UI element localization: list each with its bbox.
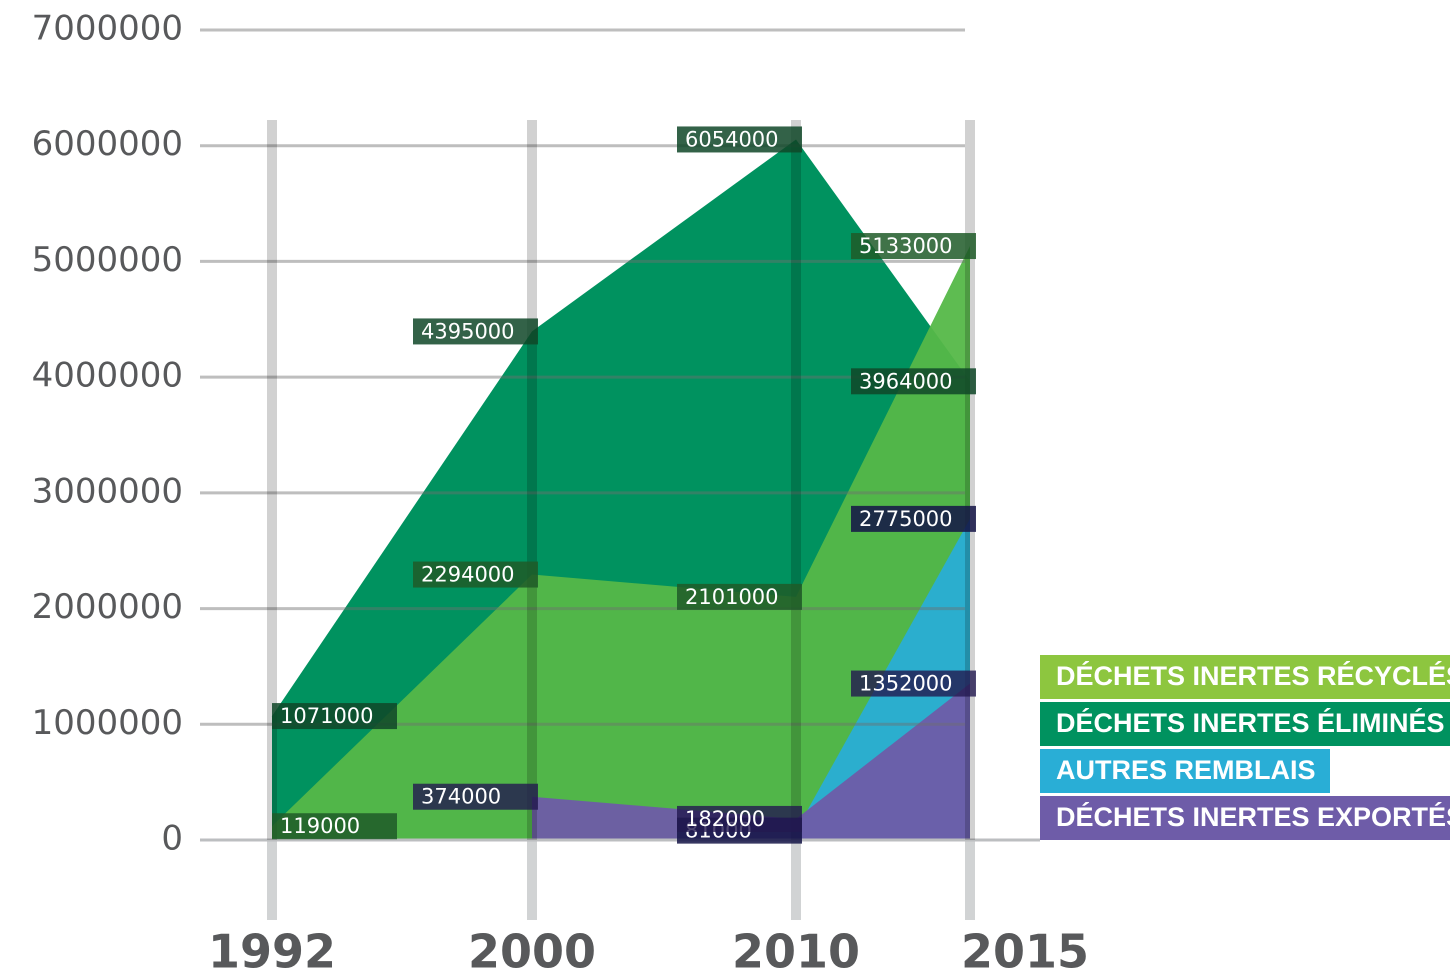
area (532, 683, 970, 840)
value-label: 1352000 (859, 672, 953, 696)
value-label-bg (851, 233, 976, 260)
legend-label: AUTRES REMBLAIS (1056, 755, 1316, 785)
x-tick-label: 2010 (732, 925, 860, 979)
value-label-bg (272, 703, 397, 730)
y-tick-label: 6000000 (32, 124, 183, 164)
value-label-bg (851, 670, 976, 697)
value-label: 182000 (685, 807, 765, 831)
value-label: 119000 (280, 814, 360, 838)
value-label-bg (677, 126, 802, 153)
legend-swatch (1040, 749, 1330, 793)
y-tick-label: 2000000 (32, 587, 183, 627)
value-label-bg (677, 805, 802, 832)
value-label: 2294000 (421, 563, 515, 587)
year-post (527, 840, 537, 920)
value-label-bg (413, 783, 538, 810)
value-label-bg (413, 561, 538, 588)
x-tick-label: 1992 (208, 925, 336, 979)
value-label-bg (413, 318, 538, 345)
y-tick-label: 4000000 (32, 356, 183, 396)
legend-label: DÉCHETS INERTES EXPORTÉS (1056, 801, 1450, 832)
legend-label: DÉCHETS INERTES ÉLIMINÉS (1056, 707, 1445, 738)
x-tick-label: 2000 (468, 925, 596, 979)
legend-swatch (1040, 702, 1450, 746)
value-label: 4395000 (421, 319, 515, 343)
value-label: 374000 (421, 785, 501, 809)
y-tick-label: 1000000 (32, 703, 183, 743)
value-label-bg (851, 505, 976, 532)
value-label-bg (851, 368, 976, 395)
value-label-bg (272, 813, 397, 840)
x-tick-label: 2015 (961, 925, 1089, 979)
value-label-bg (677, 583, 802, 610)
value-label: 5133000 (859, 234, 953, 258)
year-post (791, 840, 801, 920)
value-label: 2775000 (859, 507, 953, 531)
y-tick-label: 7000000 (32, 9, 183, 49)
value-label: 6054000 (685, 127, 779, 151)
value-label: 1071000 (280, 704, 374, 728)
legend-label: DÉCHETS INERTES RÉCYCLÉS (1056, 660, 1450, 691)
y-tick-label: 0 (161, 819, 183, 859)
legend-swatch (1040, 796, 1450, 840)
value-label: 2101000 (685, 585, 779, 609)
y-tick-label: 5000000 (32, 240, 183, 280)
area (272, 246, 970, 840)
y-tick-label: 3000000 (32, 471, 183, 511)
value-label: 3964000 (859, 369, 953, 393)
year-post (267, 840, 277, 920)
year-post (965, 840, 975, 920)
legend-swatch (1040, 655, 1450, 699)
